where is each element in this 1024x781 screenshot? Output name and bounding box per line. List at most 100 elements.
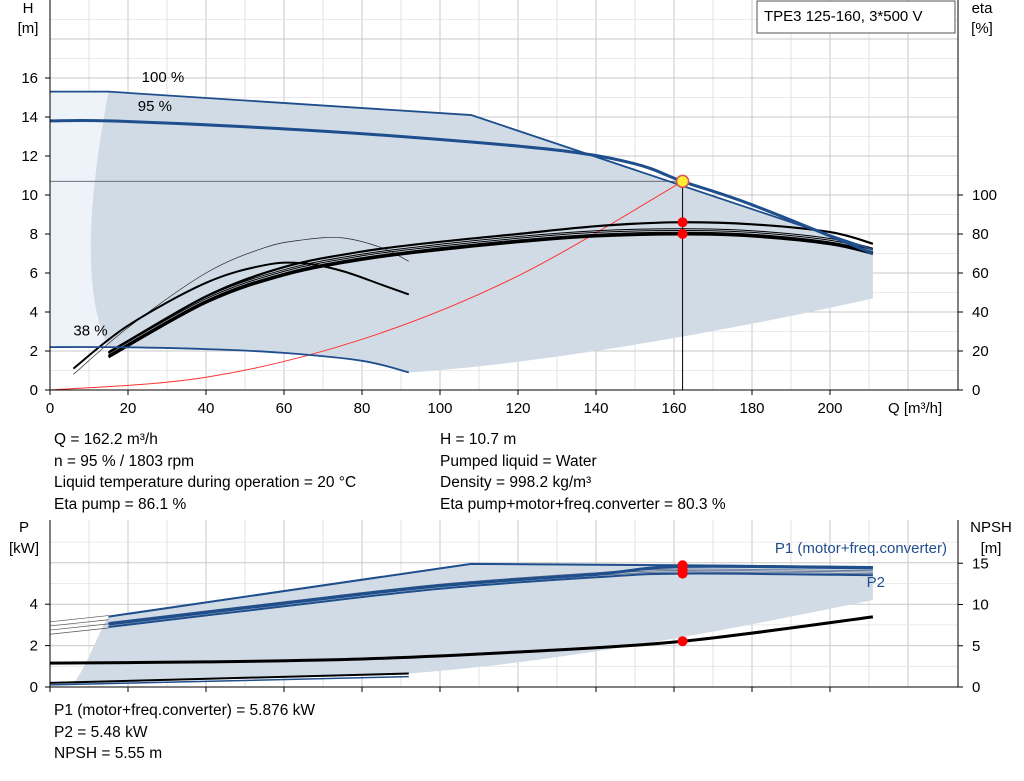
pump-label: TPE3 125-160, 3*500 V <box>764 8 922 25</box>
head-operating-area <box>50 91 873 391</box>
eta-curve-bundle <box>108 231 874 356</box>
y-tick-label-left: 4 <box>30 596 38 613</box>
y-tick-label-right: 5 <box>972 638 980 655</box>
power-axis-label: P <box>19 519 29 536</box>
eta-marker <box>677 217 688 228</box>
y-tick-label-right: 15 <box>972 555 989 572</box>
y-tick-label-right: 10 <box>972 597 989 614</box>
x-tick-label: 80 <box>354 400 371 417</box>
power-curve-low <box>49 672 409 684</box>
eta-curve-bundle <box>108 228 874 353</box>
power-extension-line <box>49 615 109 623</box>
head-ticks: 0 20 40 60 80 100 120 140 160 180 2000246810121416… <box>21 70 997 417</box>
x-tick-label: 60 <box>276 400 293 417</box>
y-tick-label-left: 12 <box>21 148 38 165</box>
y-tick-label-right: 80 <box>972 226 989 243</box>
speed-label: 95 % <box>138 98 172 115</box>
head-curve-38 <box>49 346 410 374</box>
results-bottom: P1 (motor+freq.converter) = 5.876 kW P2 … <box>54 700 315 765</box>
duty-point-marker <box>675 174 690 189</box>
x-tick-label: 180 <box>739 400 764 417</box>
eta-curve-100 <box>107 221 874 354</box>
y-tick-label-right: 40 <box>972 304 989 321</box>
x-tick-label: 140 <box>583 400 608 417</box>
y-tick-label-right: 0 <box>972 679 980 696</box>
power-axis-unit: [kW] <box>9 540 39 557</box>
power-curve-low-blue <box>49 675 409 686</box>
x-tick-label: 100 <box>427 400 452 417</box>
results-right: H = 10.7 m Pumped liquid = Water Density… <box>440 429 726 515</box>
x-tick-label: 20 <box>120 400 137 417</box>
head-readout: H = 10.7 m <box>440 431 517 448</box>
p1-readout: P1 (motor+freq.converter) = 5.876 kW <box>54 702 316 719</box>
y-tick-label-right: 60 <box>972 265 989 282</box>
power-operating-area <box>73 563 873 684</box>
p2-readout: P2 = 5.48 kW <box>54 723 148 741</box>
head-curve-95 <box>49 118 874 255</box>
y-tick-label-left: 0 <box>30 382 38 399</box>
density-readout: Density = 998.2 kg/m³ <box>440 474 592 491</box>
npsh-readout: NPSH = 5.55 m <box>54 745 163 762</box>
power-ticks: 0 2 4 0 5 10 15 <box>30 555 989 696</box>
power-npsh-plot: 0 2 4 0 5 10 15 P [kW] NPSH [m] P1 (motor+freq… <box>9 519 1012 696</box>
y-tick-label-left: 10 <box>21 187 38 204</box>
head-curve-100 <box>50 90 874 251</box>
npsh-curve <box>49 615 874 665</box>
y-tick-label-left: 2 <box>30 638 38 655</box>
eta-axis-unit: [%] <box>971 20 993 37</box>
x-tick-label: 160 <box>661 400 686 417</box>
min-flow-zone <box>50 91 109 348</box>
y-tick-label-left: 4 <box>30 304 38 321</box>
npsh-axis-unit: [m] <box>981 540 1002 557</box>
x-tick-label: 200 <box>817 400 842 417</box>
eta-curve-bundle <box>108 229 874 354</box>
p2-series-label: P2 <box>867 574 885 591</box>
p1-curve-100 <box>108 562 873 618</box>
eta-total-readout: Eta pump+motor+freq.converter = 80.3 % <box>440 495 726 513</box>
eta-pump-readout: Eta pump = 86.1 % <box>54 495 187 513</box>
power-extension-line <box>49 619 109 627</box>
y-tick-label-right: 0 <box>972 382 980 399</box>
power-extension-line <box>49 623 109 631</box>
head-axis-unit: [m] <box>18 20 39 37</box>
x-tick-label: 120 <box>505 400 530 417</box>
pumped-liquid-readout: Pumped liquid = Water <box>440 452 597 470</box>
y-tick-label-left: 8 <box>30 226 38 243</box>
head-axis-label: H <box>23 0 34 17</box>
eta-axis-label: eta <box>972 0 994 17</box>
speed-readout: n = 95 % / 1803 rpm <box>54 452 195 470</box>
head-efficiency-plot: 100 %95 %38 % 0 20 40 60 80 100 120 140 160 180 20… <box>18 0 997 417</box>
y-tick-label-right: 20 <box>972 343 989 360</box>
pump-label-box: TPE3 125-160, 3*500 V <box>756 0 956 34</box>
x-tick-label: 0 <box>46 400 54 417</box>
x-tick-label: 40 <box>198 400 215 417</box>
eta-curve-low <box>73 237 409 375</box>
flow-readout: Q = 162.2 m³/h <box>54 431 158 448</box>
p1-series-label: P1 (motor+freq.converter) <box>775 540 947 557</box>
eta-curve-38 <box>72 261 410 370</box>
y-tick-label-left: 6 <box>30 265 38 282</box>
results-left: Q = 162.2 m³/h n = 95 % / 1803 rpm Liqui… <box>54 429 356 515</box>
power-range-fill <box>73 563 873 684</box>
head-curves: 100 % 95 % 38 % <box>49 69 874 391</box>
y-tick-label-right: 100 <box>972 187 997 204</box>
flow-axis-label: Q [m³/h] <box>888 400 942 417</box>
p2-curve <box>108 572 873 628</box>
speed-label: 100 % <box>142 69 185 86</box>
p2-marker <box>677 568 688 579</box>
liquid-temperature-readout: Liquid temperature during operation = 20… <box>54 474 357 491</box>
power-axes <box>49 520 959 688</box>
npsh-marker <box>677 636 688 647</box>
y-tick-label-left: 16 <box>21 70 38 87</box>
speed-label: 38 % <box>73 322 107 339</box>
npsh-axis-label: NPSH <box>970 519 1012 536</box>
y-tick-label-left: 2 <box>30 343 38 360</box>
power-curves <box>49 560 874 686</box>
power-extension-line <box>49 627 109 635</box>
eta-curve-95 <box>107 232 874 359</box>
system-curve <box>49 180 683 391</box>
y-tick-label-left: 0 <box>30 679 38 696</box>
y-tick-label-left: 14 <box>21 109 38 126</box>
eta-marker <box>677 229 688 239</box>
